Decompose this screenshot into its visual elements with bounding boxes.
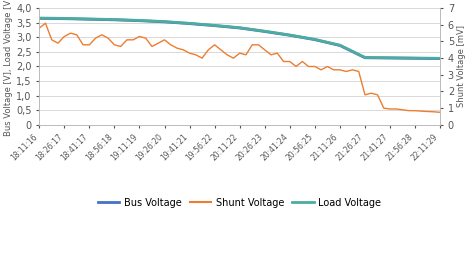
Y-axis label: Bus Voltage [V], Load Voltage [V]: Bus Voltage [V], Load Voltage [V] (4, 0, 13, 136)
Y-axis label: Shunt Voltage [mV]: Shunt Voltage [mV] (457, 26, 466, 108)
Legend: Bus Voltage, Shunt Voltage, Load Voltage: Bus Voltage, Shunt Voltage, Load Voltage (94, 194, 385, 212)
